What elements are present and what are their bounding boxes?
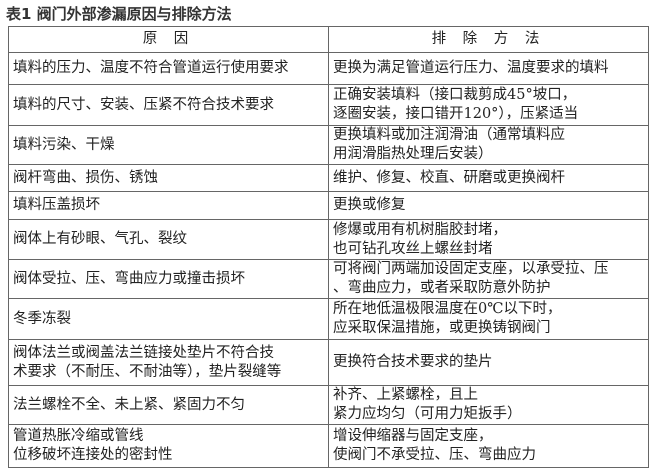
header-row: 原 因 排 除 方 法 xyxy=(8,26,649,53)
cause-cell: 阀杆弯曲、损伤、锈蚀 xyxy=(8,164,329,192)
cause-cell: 阀体法兰或阀盖法兰链接处垫片不符合技 术要求（不耐压、不耐油等），垫片裂缝等 xyxy=(8,339,329,386)
table-row: 冬季冻裂 所在地低温极限温度在0℃以下时， 应采取保温措施，或更换铸钢阀门 xyxy=(8,298,649,340)
cause-cell: 填料的尺寸、安装、压紧不符合技术要求 xyxy=(8,84,329,126)
table-title: 表1 阀门外部渗漏原因与排除方法 xyxy=(6,5,232,23)
cause-cell: 填料的压力、温度不符合管道运行使用要求 xyxy=(8,52,329,85)
table-row: 阀体上有砂眼、气孔、裂纹 修爆或用有机树脂胶封堵， 也可钻孔攻丝上螺丝封堵 xyxy=(8,219,649,260)
cause-cell: 阀体受拉、压、弯曲应力或撞击损坏 xyxy=(8,259,329,299)
header-cause: 原 因 xyxy=(8,26,329,53)
table-row: 填料压盖损坏 更换或修复 xyxy=(8,191,649,220)
cause-cell: 填料压盖损坏 xyxy=(8,191,329,220)
remedy-cell: 更换或修复 xyxy=(328,191,649,220)
remedy-cell: 修爆或用有机树脂胶封堵， 也可钻孔攻丝上螺丝封堵 xyxy=(328,219,649,260)
remedy-cell: 正确安装填料（接口裁剪成45°坡口， 逐圈安装，接口错开120°），压紧适当 xyxy=(328,84,649,126)
remedy-cell: 更换为满足管道运行压力、温度要求的填料 xyxy=(328,52,649,85)
table-row: 填料的压力、温度不符合管道运行使用要求 更换为满足管道运行压力、温度要求的填料 xyxy=(8,52,649,85)
table-row: 阀体受拉、压、弯曲应力或撞击损坏 可将阀门两端加设固定支座，以承受拉、压 、弯曲应… xyxy=(8,259,649,299)
cause-cell: 法兰螺栓不全、未上紧、紧固力不匀 xyxy=(8,385,329,425)
table-row: 填料的尺寸、安装、压紧不符合技术要求 正确安装填料（接口裁剪成45°坡口， 逐圈安… xyxy=(8,84,649,126)
remedy-cell: 补齐、上紧螺栓，且上 紧力应均匀（可用力矩扳手） xyxy=(328,385,649,425)
remedy-cell: 增设伸缩器与固定支座， 使阀门不承受拉、压、弯曲应力 xyxy=(328,424,649,468)
table-row: 阀体法兰或阀盖法兰链接处垫片不符合技 术要求（不耐压、不耐油等），垫片裂缝等 更换… xyxy=(8,339,649,386)
remedy-cell: 更换填料或加注润滑油（通常填料应 用润滑脂热处理后安装） xyxy=(328,125,649,165)
table-row: 填料污染、干燥 更换填料或加注润滑油（通常填料应 用润滑脂热处理后安装） xyxy=(8,125,649,165)
cause-cell: 填料污染、干燥 xyxy=(8,125,329,165)
header-remedy: 排 除 方 法 xyxy=(328,26,649,53)
remedy-cell: 更换符合技术要求的垫片 xyxy=(328,339,649,386)
cause-cell: 阀体上有砂眼、气孔、裂纹 xyxy=(8,219,329,260)
cause-cell: 管道热胀冷缩或管线 位移破坏连接处的密封性 xyxy=(8,424,329,468)
remedy-cell: 可将阀门两端加设固定支座，以承受拉、压 、弯曲应力，或者采取防意外防护 xyxy=(328,259,649,299)
cause-cell: 冬季冻裂 xyxy=(8,298,329,340)
remedy-cell: 维护、修复、校直、研磨或更换阀杆 xyxy=(328,164,649,192)
table-row: 管道热胀冷缩或管线 位移破坏连接处的密封性 增设伸缩器与固定支座， 使阀门不承受拉… xyxy=(8,424,649,468)
leak-causes-table: 原 因 排 除 方 法 填料的压力、温度不符合管道运行使用要求 更换为满足管道运行… xyxy=(8,26,649,468)
remedy-cell: 所在地低温极限温度在0℃以下时， 应采取保温措施，或更换铸钢阀门 xyxy=(328,298,649,340)
table-row: 法兰螺栓不全、未上紧、紧固力不匀 补齐、上紧螺栓，且上 紧力应均匀（可用力矩扳手） xyxy=(8,385,649,425)
table-row: 阀杆弯曲、损伤、锈蚀 维护、修复、校直、研磨或更换阀杆 xyxy=(8,164,649,192)
